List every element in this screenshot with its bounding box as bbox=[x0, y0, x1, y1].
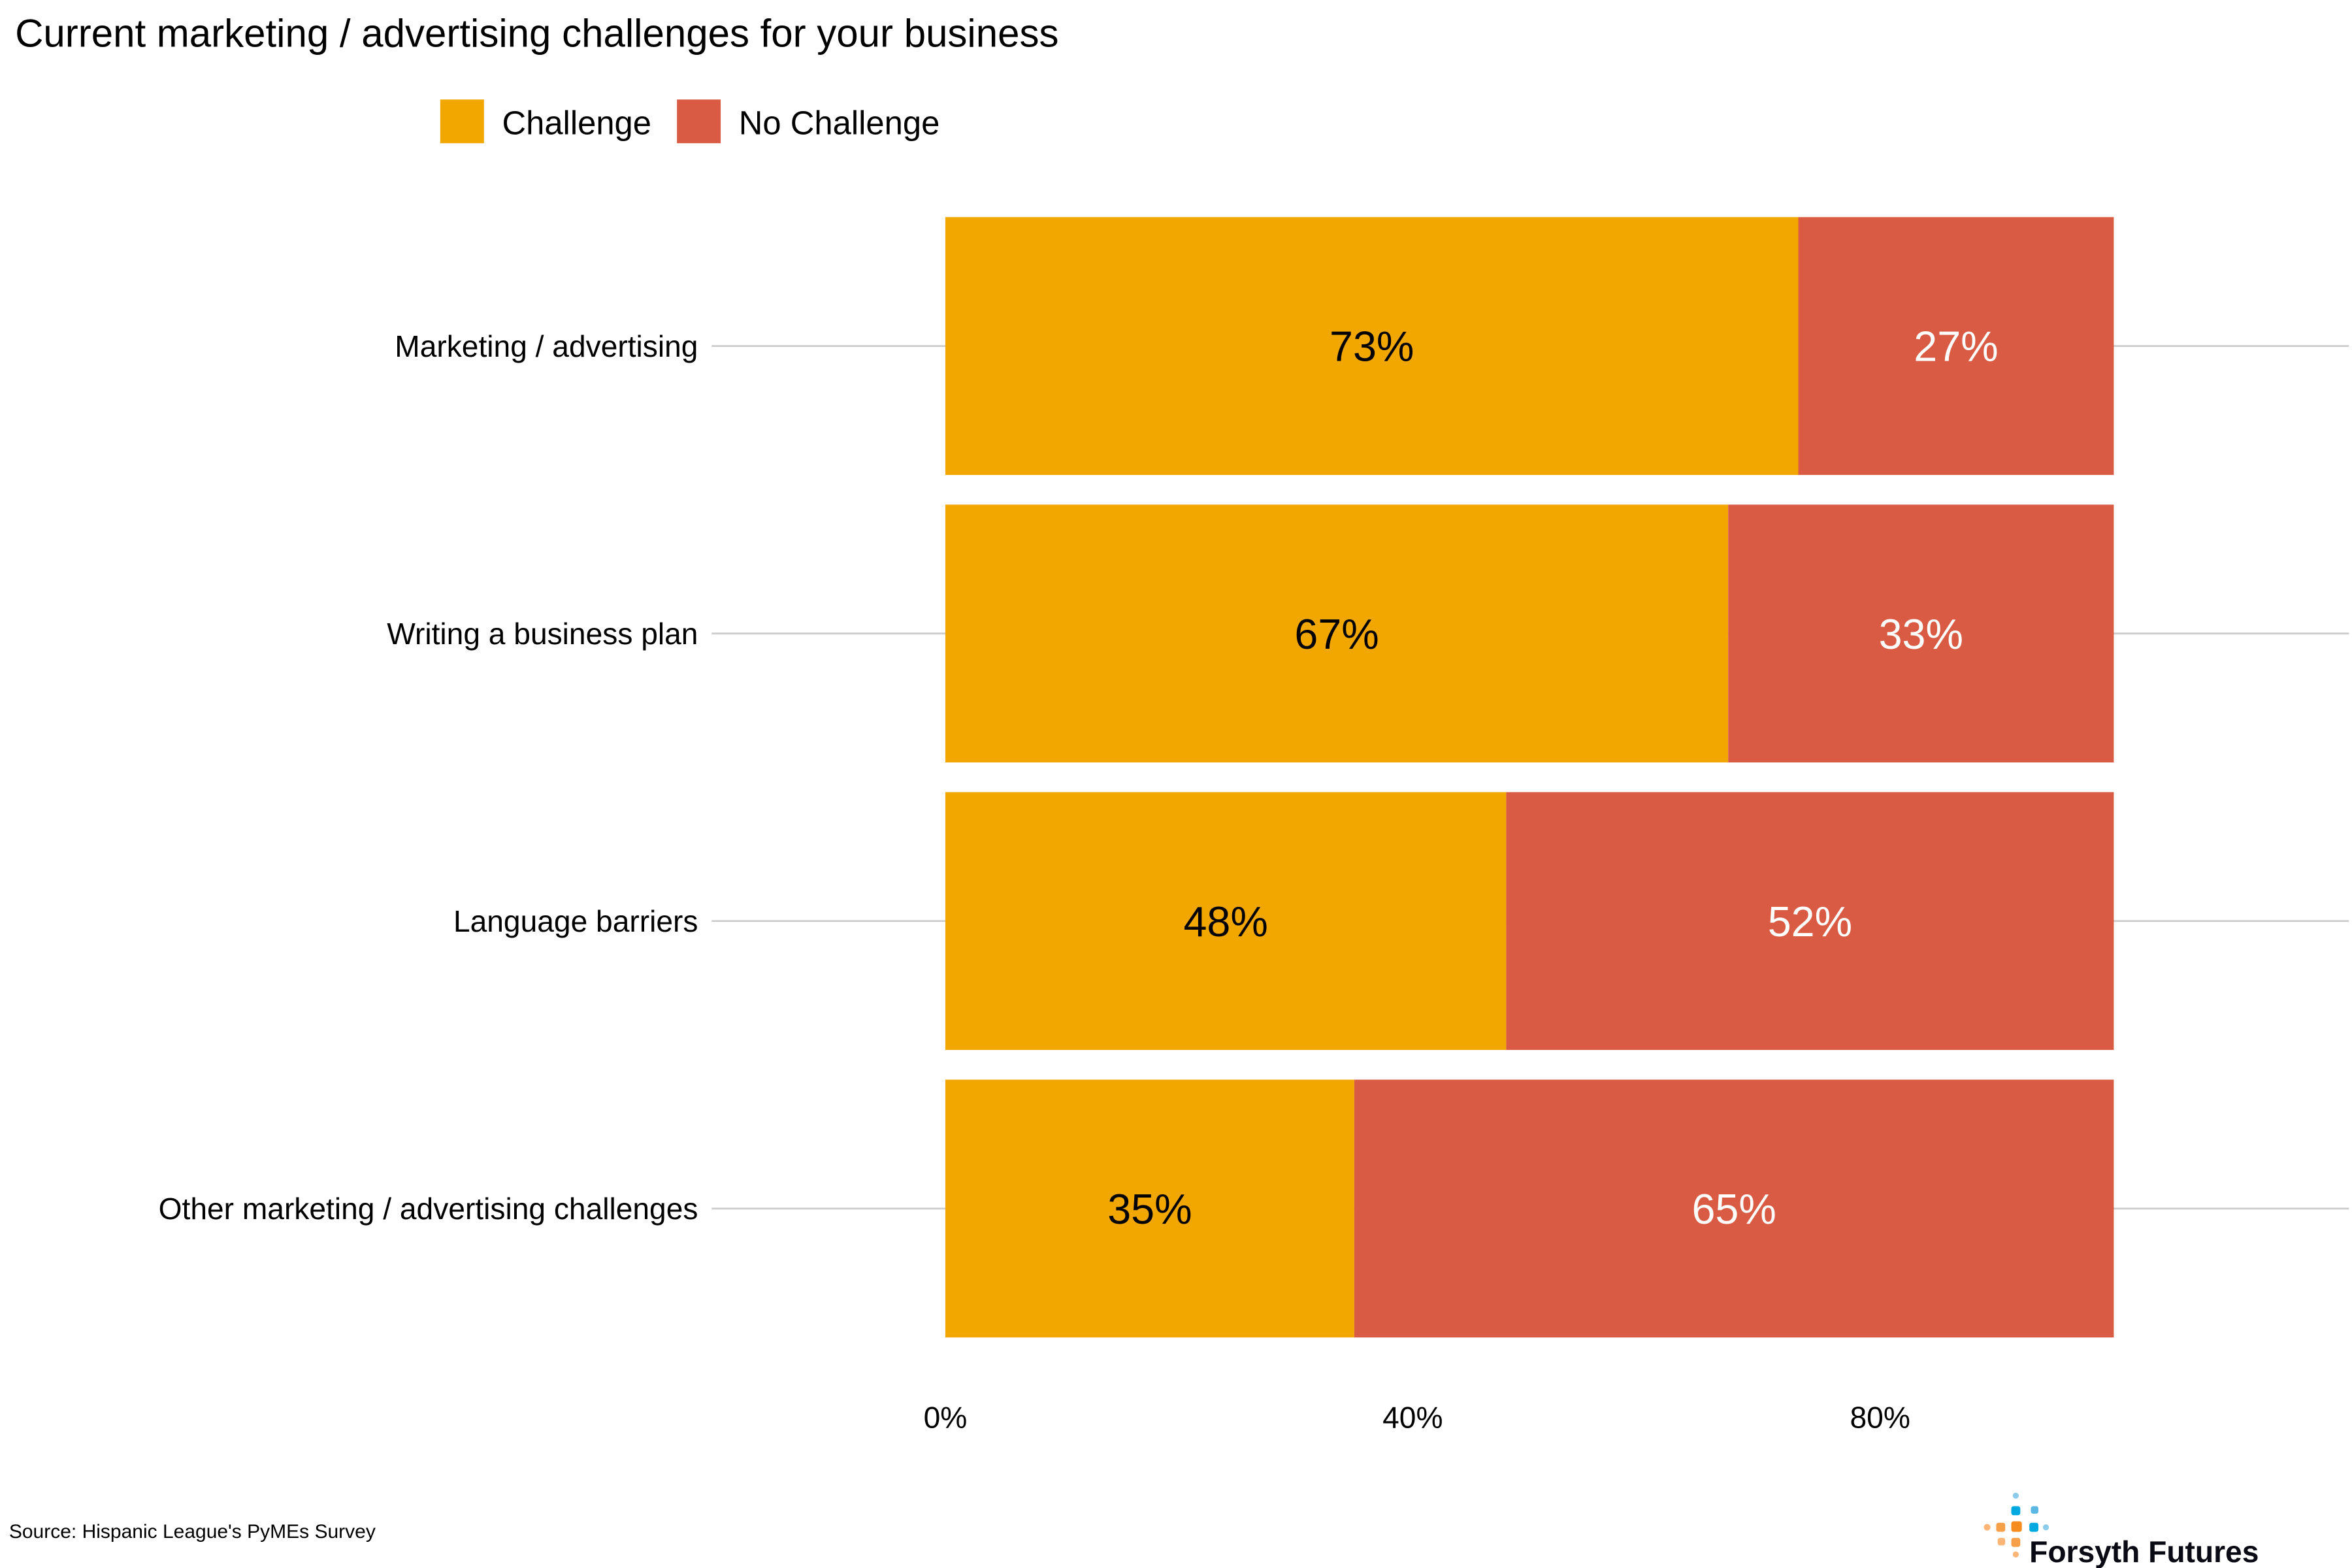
logo-text: Forsyth Futures bbox=[2029, 1535, 2259, 1568]
bar-no-challenge bbox=[1728, 504, 2114, 762]
x-tick-label: 40% bbox=[1382, 1400, 1443, 1434]
bar-challenge bbox=[945, 792, 1507, 1051]
bar-challenge bbox=[945, 217, 1799, 475]
data-label: 67% bbox=[1294, 611, 1379, 658]
data-label: 65% bbox=[1691, 1186, 1776, 1233]
data-label: 33% bbox=[1879, 611, 1963, 658]
x-tick-label: 0% bbox=[924, 1400, 968, 1434]
forsyth-futures-logo: Forsyth Futures bbox=[1984, 1492, 2259, 1568]
legend-label-0: Challenge bbox=[502, 104, 651, 141]
category-label: Writing a business plan bbox=[387, 617, 698, 651]
bar-no-challenge bbox=[1354, 1079, 2114, 1338]
chart-title: Current marketing / advertising challeng… bbox=[15, 12, 1058, 56]
x-tick-label: 80% bbox=[1850, 1400, 1910, 1434]
data-label: 48% bbox=[1183, 898, 1267, 945]
bar-no-challenge bbox=[1798, 217, 2114, 475]
source-note: Source: Hispanic League's PyMEs Survey bbox=[9, 1521, 376, 1543]
data-label: 73% bbox=[1330, 323, 1414, 370]
category-label: Marketing / advertising bbox=[395, 329, 698, 363]
category-label: Other marketing / advertising challenges bbox=[159, 1192, 698, 1226]
category-labels: Marketing / advertising Writing a busines… bbox=[159, 329, 698, 1226]
bar-no-challenge bbox=[1506, 792, 2114, 1051]
legend-label-1: No Challenge bbox=[739, 104, 940, 141]
bar-challenge bbox=[945, 504, 1729, 762]
category-label: Language barriers bbox=[453, 904, 698, 938]
data-label: 27% bbox=[1914, 323, 1998, 370]
legend: Challenge No Challenge bbox=[440, 99, 940, 144]
bar-challenge bbox=[945, 1079, 1354, 1338]
gridlines bbox=[711, 345, 2349, 1210]
x-axis-ticks: 0% 40% 80% bbox=[924, 1400, 1910, 1434]
legend-swatch-0 bbox=[440, 99, 484, 144]
data-label: 35% bbox=[1107, 1186, 1192, 1233]
legend-swatch-1 bbox=[677, 99, 721, 144]
data-label: 52% bbox=[1768, 898, 1852, 945]
bars: 73% 27% 67% 33% 48% 52% 35% 65% bbox=[945, 217, 2114, 1338]
